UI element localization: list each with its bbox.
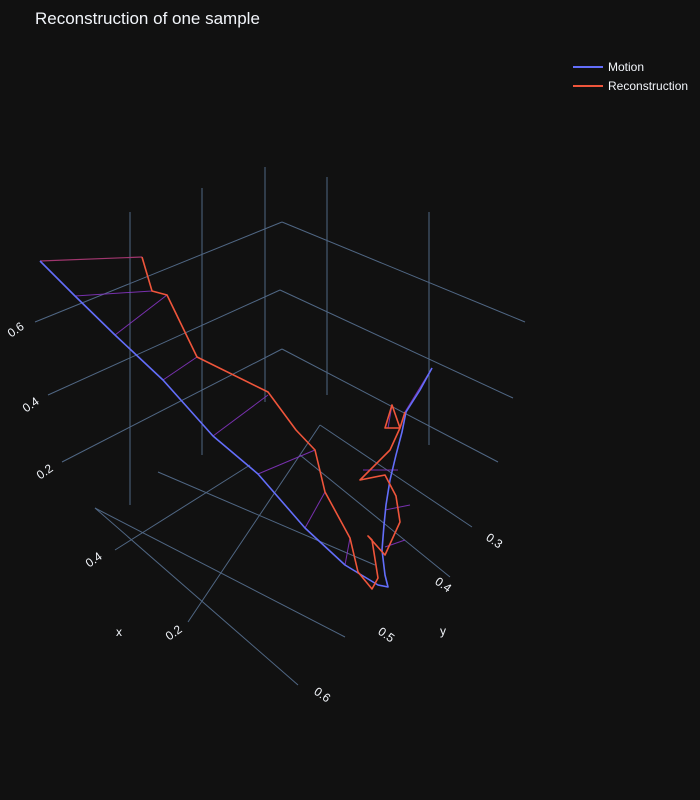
grid-line <box>114 464 251 551</box>
connector-line <box>344 537 351 566</box>
legend-swatch-reconstruction <box>573 84 603 87</box>
connector-line <box>212 394 269 437</box>
grid-line <box>34 221 283 323</box>
grid-line <box>94 507 299 686</box>
y-tick-label: 0.3 <box>483 530 505 551</box>
z-tick-label: 0.4 <box>20 394 42 415</box>
legend-label-reconstruction: Reconstruction <box>608 78 689 93</box>
connector-lines <box>39 256 433 566</box>
series-lines <box>39 256 433 590</box>
x-tick-label: 0.2 <box>163 622 185 643</box>
x-tick-label: 0.4 <box>83 549 105 570</box>
grid-line <box>279 289 514 399</box>
x-tick-label: 0.6 <box>311 684 333 705</box>
connector-line <box>74 290 153 297</box>
legend-item-reconstruction[interactable]: Reconstruction <box>573 76 688 95</box>
connector-line <box>114 294 168 336</box>
grid-line <box>47 289 281 396</box>
legend-label-motion: Motion <box>608 59 645 74</box>
legend-swatch-motion <box>573 65 603 68</box>
connector-line <box>39 256 143 262</box>
connector-line <box>384 539 406 548</box>
grid-line <box>187 424 321 623</box>
grid-line <box>319 424 473 528</box>
y-axis-title: y <box>440 624 446 638</box>
legend: Motion Reconstruction <box>573 57 688 95</box>
reconstruction-line <box>141 256 406 590</box>
connector-line <box>162 356 198 381</box>
z-tick-label: 0.2 <box>34 461 56 482</box>
connector-line <box>304 491 326 529</box>
grid-line <box>281 221 526 323</box>
y-tick-label: 0.4 <box>432 574 454 595</box>
grid-line <box>94 507 346 638</box>
y-tick-label: 0.5 <box>375 624 397 645</box>
grid-line <box>157 471 376 566</box>
connector-line <box>257 449 316 475</box>
grid-line <box>299 454 451 578</box>
grid-line <box>281 348 499 463</box>
x-axis-title: x <box>116 625 122 639</box>
grid-lines <box>34 167 526 686</box>
chart-title: Reconstruction of one sample <box>35 9 260 28</box>
z-tick-label: 0.6 <box>5 319 27 340</box>
motion-line <box>39 260 433 588</box>
grid-line <box>61 348 283 463</box>
legend-item-motion[interactable]: Motion <box>573 57 688 76</box>
